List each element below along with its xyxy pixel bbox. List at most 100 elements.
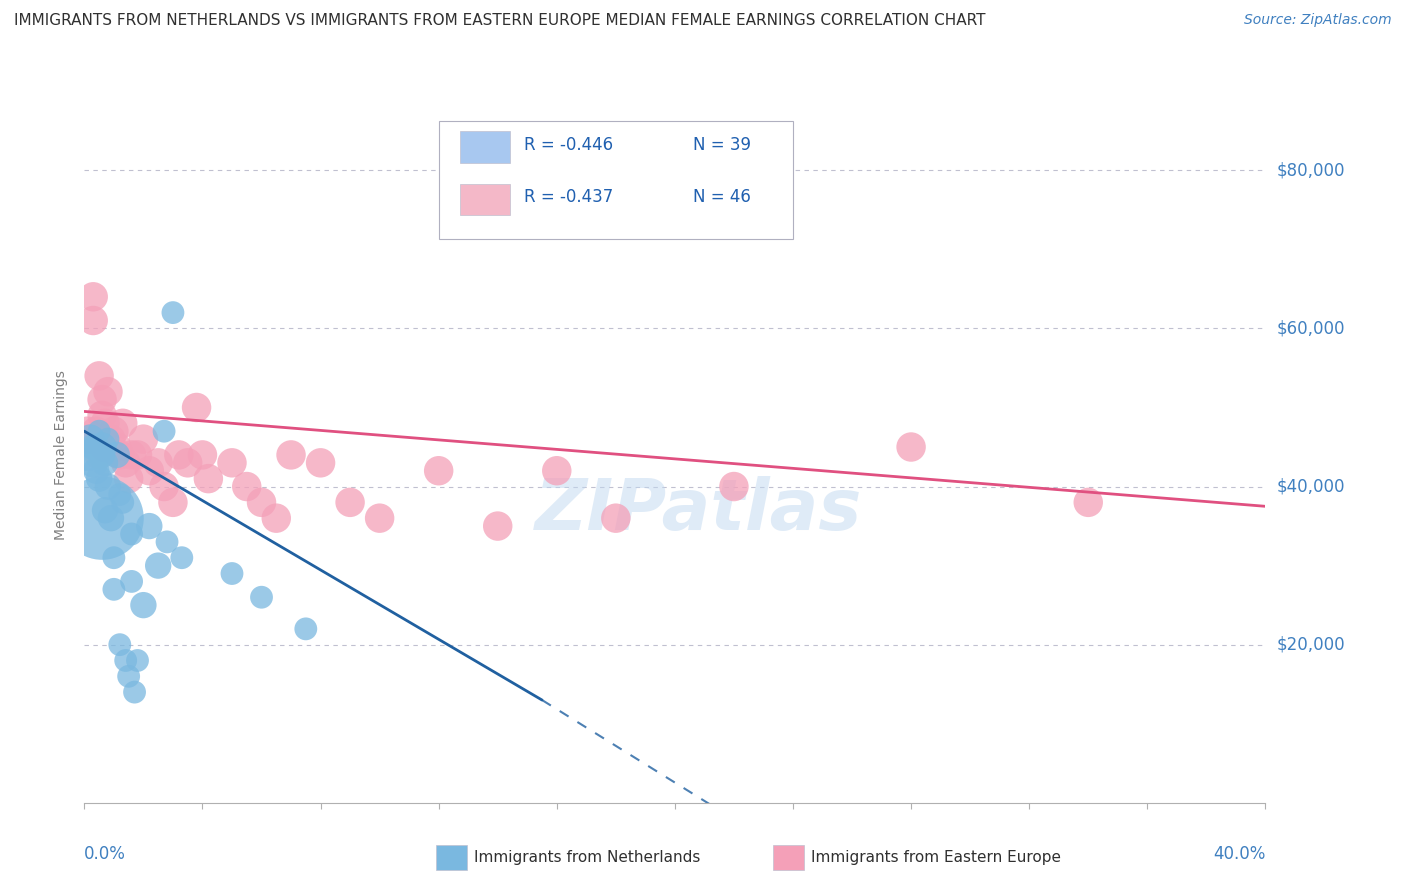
Point (900, 440, 922, 454)
Point (94, 440, 117, 454)
Point (118, 669, 141, 683)
Point (103, 424, 125, 438)
Point (339, 495, 361, 509)
Point (162, 495, 184, 509)
Text: R = -0.437: R = -0.437 (523, 188, 613, 206)
Point (177, 456, 200, 470)
Point (221, 566, 243, 581)
Point (76, 448, 98, 462)
Point (87, 472, 111, 486)
Point (1077, 495, 1099, 509)
Point (108, 487, 131, 501)
Point (124, 685, 146, 699)
Point (94, 503, 117, 517)
Text: N = 46: N = 46 (693, 188, 751, 206)
Point (87, 448, 111, 462)
Point (546, 464, 568, 478)
Point (97, 384, 120, 399)
Text: 40.0%: 40.0% (1213, 845, 1265, 863)
Point (103, 550, 125, 565)
Point (197, 472, 219, 486)
Point (191, 448, 214, 462)
Point (82, 440, 104, 454)
Point (103, 582, 125, 597)
Point (121, 448, 143, 462)
Text: R = -0.446: R = -0.446 (523, 136, 613, 154)
Point (235, 479, 259, 493)
Point (114, 653, 136, 667)
Point (108, 638, 131, 652)
Point (280, 448, 302, 462)
Point (153, 424, 176, 438)
Point (84, 464, 107, 478)
Point (309, 456, 332, 470)
Point (91, 440, 114, 454)
Point (264, 511, 288, 525)
Point (114, 456, 136, 470)
Point (138, 519, 160, 533)
Y-axis label: Median Female Earnings: Median Female Earnings (53, 370, 67, 540)
Text: $60,000: $60,000 (1277, 319, 1346, 337)
Point (97, 479, 120, 493)
Point (100, 432, 122, 446)
Point (186, 401, 208, 415)
Point (221, 456, 243, 470)
Point (91, 448, 114, 462)
Point (167, 448, 190, 462)
Point (250, 591, 273, 605)
Text: ZIPatlas: ZIPatlas (534, 476, 862, 545)
Point (97, 432, 120, 446)
Point (82, 290, 104, 304)
Point (605, 511, 627, 525)
Point (148, 456, 170, 470)
Point (121, 574, 143, 589)
Point (118, 472, 141, 486)
FancyBboxPatch shape (439, 121, 793, 239)
Point (132, 598, 155, 612)
Point (91, 392, 114, 407)
Point (84, 424, 107, 438)
Point (156, 535, 179, 549)
Point (138, 464, 160, 478)
Point (105, 440, 128, 454)
Text: IMMIGRANTS FROM NETHERLANDS VS IMMIGRANTS FROM EASTERN EUROPE MEDIAN FEMALE EARN: IMMIGRANTS FROM NETHERLANDS VS IMMIGRANT… (14, 13, 986, 29)
Point (94, 417, 117, 431)
Point (427, 464, 450, 478)
Point (91, 409, 114, 423)
Point (79, 432, 101, 446)
Point (82, 456, 104, 470)
Text: 0.0%: 0.0% (84, 845, 127, 863)
Point (127, 653, 149, 667)
Text: Source: ZipAtlas.com: Source: ZipAtlas.com (1244, 13, 1392, 28)
Point (87, 424, 111, 438)
Point (295, 622, 318, 636)
Point (162, 305, 184, 319)
Text: $20,000: $20,000 (1277, 636, 1346, 654)
Text: $40,000: $40,000 (1277, 477, 1346, 496)
Point (170, 550, 193, 565)
Text: $80,000: $80,000 (1277, 161, 1346, 179)
Point (76, 424, 98, 438)
Point (153, 479, 176, 493)
Point (91, 511, 114, 525)
Point (87, 368, 111, 383)
Text: Immigrants from Eastern Europe: Immigrants from Eastern Europe (811, 850, 1062, 864)
Point (100, 511, 122, 525)
Point (84, 440, 107, 454)
Point (94, 456, 117, 470)
Point (108, 448, 131, 462)
Point (723, 479, 745, 493)
Point (105, 448, 128, 462)
Point (148, 558, 170, 573)
Point (79, 432, 101, 446)
Point (127, 448, 149, 462)
Point (111, 417, 134, 431)
Text: N = 39: N = 39 (693, 136, 751, 154)
Point (82, 313, 104, 327)
Text: Immigrants from Netherlands: Immigrants from Netherlands (474, 850, 700, 864)
Point (132, 432, 155, 446)
FancyBboxPatch shape (460, 131, 509, 162)
Point (87, 448, 111, 462)
Point (250, 495, 273, 509)
Point (121, 527, 143, 541)
